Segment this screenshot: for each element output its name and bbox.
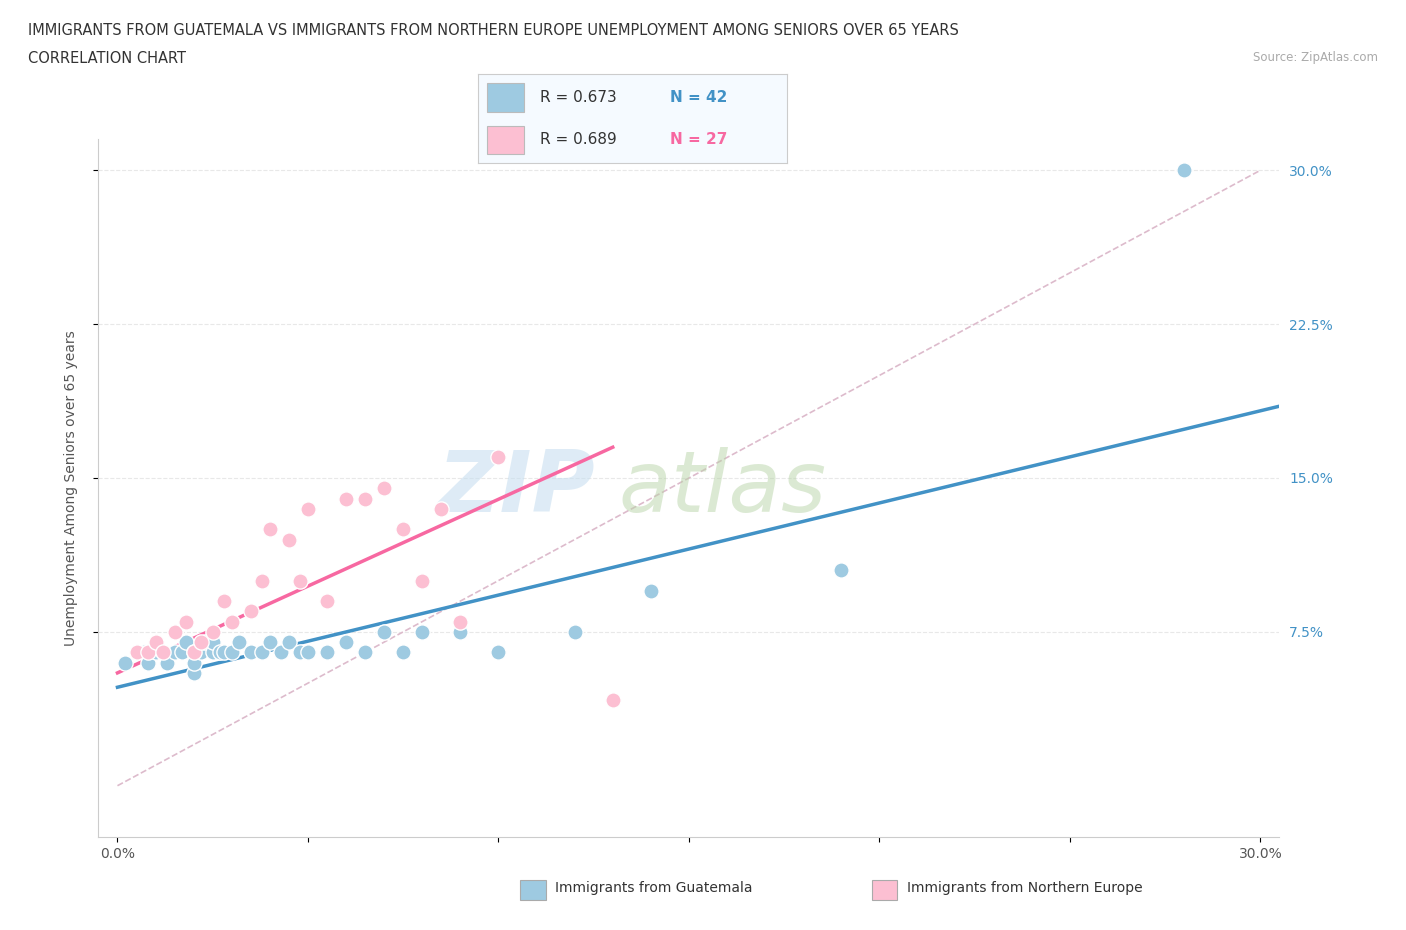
Point xyxy=(145,644,167,659)
Point xyxy=(290,573,312,588)
Point xyxy=(297,501,319,516)
Point xyxy=(183,644,205,659)
Point xyxy=(201,644,224,659)
Point xyxy=(209,644,232,659)
Point xyxy=(640,583,662,598)
Point xyxy=(392,522,415,537)
Point xyxy=(145,634,167,649)
Point xyxy=(564,624,586,639)
Point xyxy=(212,593,235,608)
Text: Immigrants from Northern Europe: Immigrants from Northern Europe xyxy=(907,881,1143,896)
Point xyxy=(136,644,159,659)
Point xyxy=(136,656,159,671)
Point xyxy=(174,634,197,649)
Bar xyxy=(488,126,524,154)
Point xyxy=(125,644,148,659)
Point xyxy=(172,644,194,659)
Point xyxy=(602,692,624,707)
Point xyxy=(163,624,186,639)
Point xyxy=(134,644,156,659)
Point xyxy=(411,573,433,588)
Point xyxy=(190,644,212,659)
Point xyxy=(373,624,395,639)
Point xyxy=(411,624,433,639)
Point xyxy=(373,481,395,496)
Point xyxy=(270,644,292,659)
Point xyxy=(277,634,299,649)
Point xyxy=(194,634,217,649)
Text: R = 0.673: R = 0.673 xyxy=(540,90,617,105)
Point xyxy=(488,644,510,659)
Y-axis label: Unemployment Among Seniors over 65 years: Unemployment Among Seniors over 65 years xyxy=(63,330,77,646)
Point xyxy=(449,624,471,639)
Point xyxy=(316,644,339,659)
Point xyxy=(156,656,179,671)
Text: N = 42: N = 42 xyxy=(669,90,727,105)
Point xyxy=(201,624,224,639)
Point xyxy=(190,634,212,649)
Point xyxy=(183,644,205,659)
Text: ZIP: ZIP xyxy=(437,446,595,530)
Point xyxy=(221,644,243,659)
Text: atlas: atlas xyxy=(619,446,827,530)
Point xyxy=(392,644,415,659)
Text: CORRELATION CHART: CORRELATION CHART xyxy=(28,51,186,66)
Point xyxy=(449,614,471,629)
Bar xyxy=(488,84,524,112)
Point xyxy=(259,522,281,537)
Point xyxy=(252,644,274,659)
Point xyxy=(290,644,312,659)
Text: Immigrants from Guatemala: Immigrants from Guatemala xyxy=(555,881,752,896)
Point xyxy=(212,644,235,659)
Point xyxy=(277,532,299,547)
Point xyxy=(297,644,319,659)
Point xyxy=(163,644,186,659)
Point xyxy=(335,491,357,506)
Point xyxy=(354,644,377,659)
Point xyxy=(239,604,262,618)
Point xyxy=(125,644,148,659)
Point xyxy=(259,634,281,649)
Point xyxy=(201,634,224,649)
Point xyxy=(174,614,197,629)
Point xyxy=(114,656,136,671)
Point xyxy=(183,666,205,681)
Point xyxy=(239,644,262,659)
Point xyxy=(221,614,243,629)
Point xyxy=(163,624,186,639)
Point xyxy=(228,634,250,649)
Text: R = 0.689: R = 0.689 xyxy=(540,132,617,147)
Point xyxy=(152,644,174,659)
Point xyxy=(152,644,174,659)
Point xyxy=(354,491,377,506)
Point xyxy=(1173,163,1195,178)
Text: Source: ZipAtlas.com: Source: ZipAtlas.com xyxy=(1253,51,1378,64)
Point xyxy=(316,593,339,608)
Point xyxy=(252,573,274,588)
Point xyxy=(430,501,453,516)
Point xyxy=(830,563,852,578)
Text: N = 27: N = 27 xyxy=(669,132,727,147)
Point xyxy=(183,656,205,671)
Point xyxy=(488,450,510,465)
Text: IMMIGRANTS FROM GUATEMALA VS IMMIGRANTS FROM NORTHERN EUROPE UNEMPLOYMENT AMONG : IMMIGRANTS FROM GUATEMALA VS IMMIGRANTS … xyxy=(28,23,959,38)
Point xyxy=(335,634,357,649)
Point xyxy=(145,634,167,649)
